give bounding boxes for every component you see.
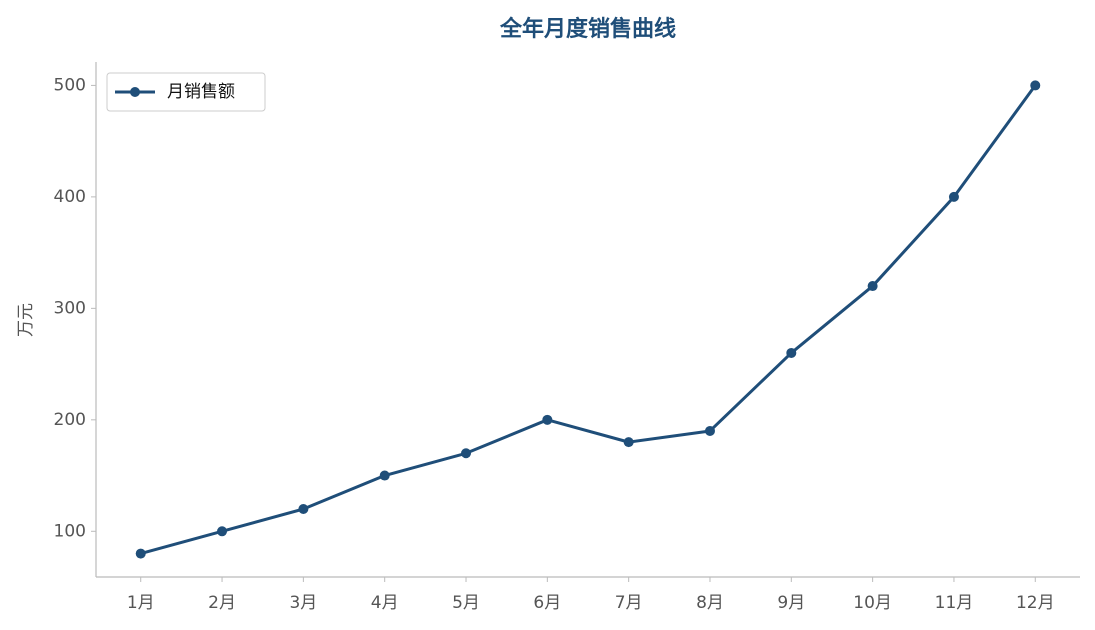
point bbox=[379, 470, 390, 481]
point bbox=[135, 548, 146, 559]
point bbox=[948, 191, 959, 202]
x-tick-label: 8月 bbox=[696, 593, 724, 613]
y-tick-label: 200 bbox=[54, 410, 86, 430]
point bbox=[786, 347, 797, 358]
y-tick-label: 300 bbox=[54, 298, 86, 318]
x-tick-label: 1月 bbox=[127, 593, 155, 613]
x-tick-label: 12月 bbox=[1016, 593, 1055, 613]
x-tick-label: 9月 bbox=[777, 593, 805, 613]
y-axis-label: 万元 bbox=[16, 303, 36, 337]
x-tick-label: 3月 bbox=[289, 593, 317, 613]
legend-box bbox=[106, 72, 266, 112]
y-tick-label: 100 bbox=[54, 521, 86, 541]
y-tick-label: 400 bbox=[54, 187, 86, 207]
line bbox=[140, 84, 1037, 556]
point bbox=[704, 425, 715, 436]
x-tick-label: 11月 bbox=[935, 593, 974, 613]
x-tick-label: 2月 bbox=[208, 593, 236, 613]
y-tick-label: 500 bbox=[54, 75, 86, 95]
x-tick-label: 5月 bbox=[452, 593, 480, 613]
point bbox=[217, 526, 228, 537]
point bbox=[623, 437, 634, 448]
x-tick-label: 4月 bbox=[371, 593, 399, 613]
point bbox=[1030, 80, 1041, 91]
legend-marker bbox=[130, 87, 140, 97]
x-tick-label: 6月 bbox=[533, 593, 561, 613]
x-tick-label: 7月 bbox=[615, 593, 643, 613]
point bbox=[298, 504, 309, 515]
x-tick-label: 10月 bbox=[853, 593, 892, 613]
point bbox=[867, 281, 878, 292]
point bbox=[461, 448, 472, 459]
chart-title: 全年月度销售曲线 bbox=[499, 16, 676, 42]
legend-label: 月销售额 bbox=[167, 82, 235, 102]
point bbox=[542, 414, 553, 425]
